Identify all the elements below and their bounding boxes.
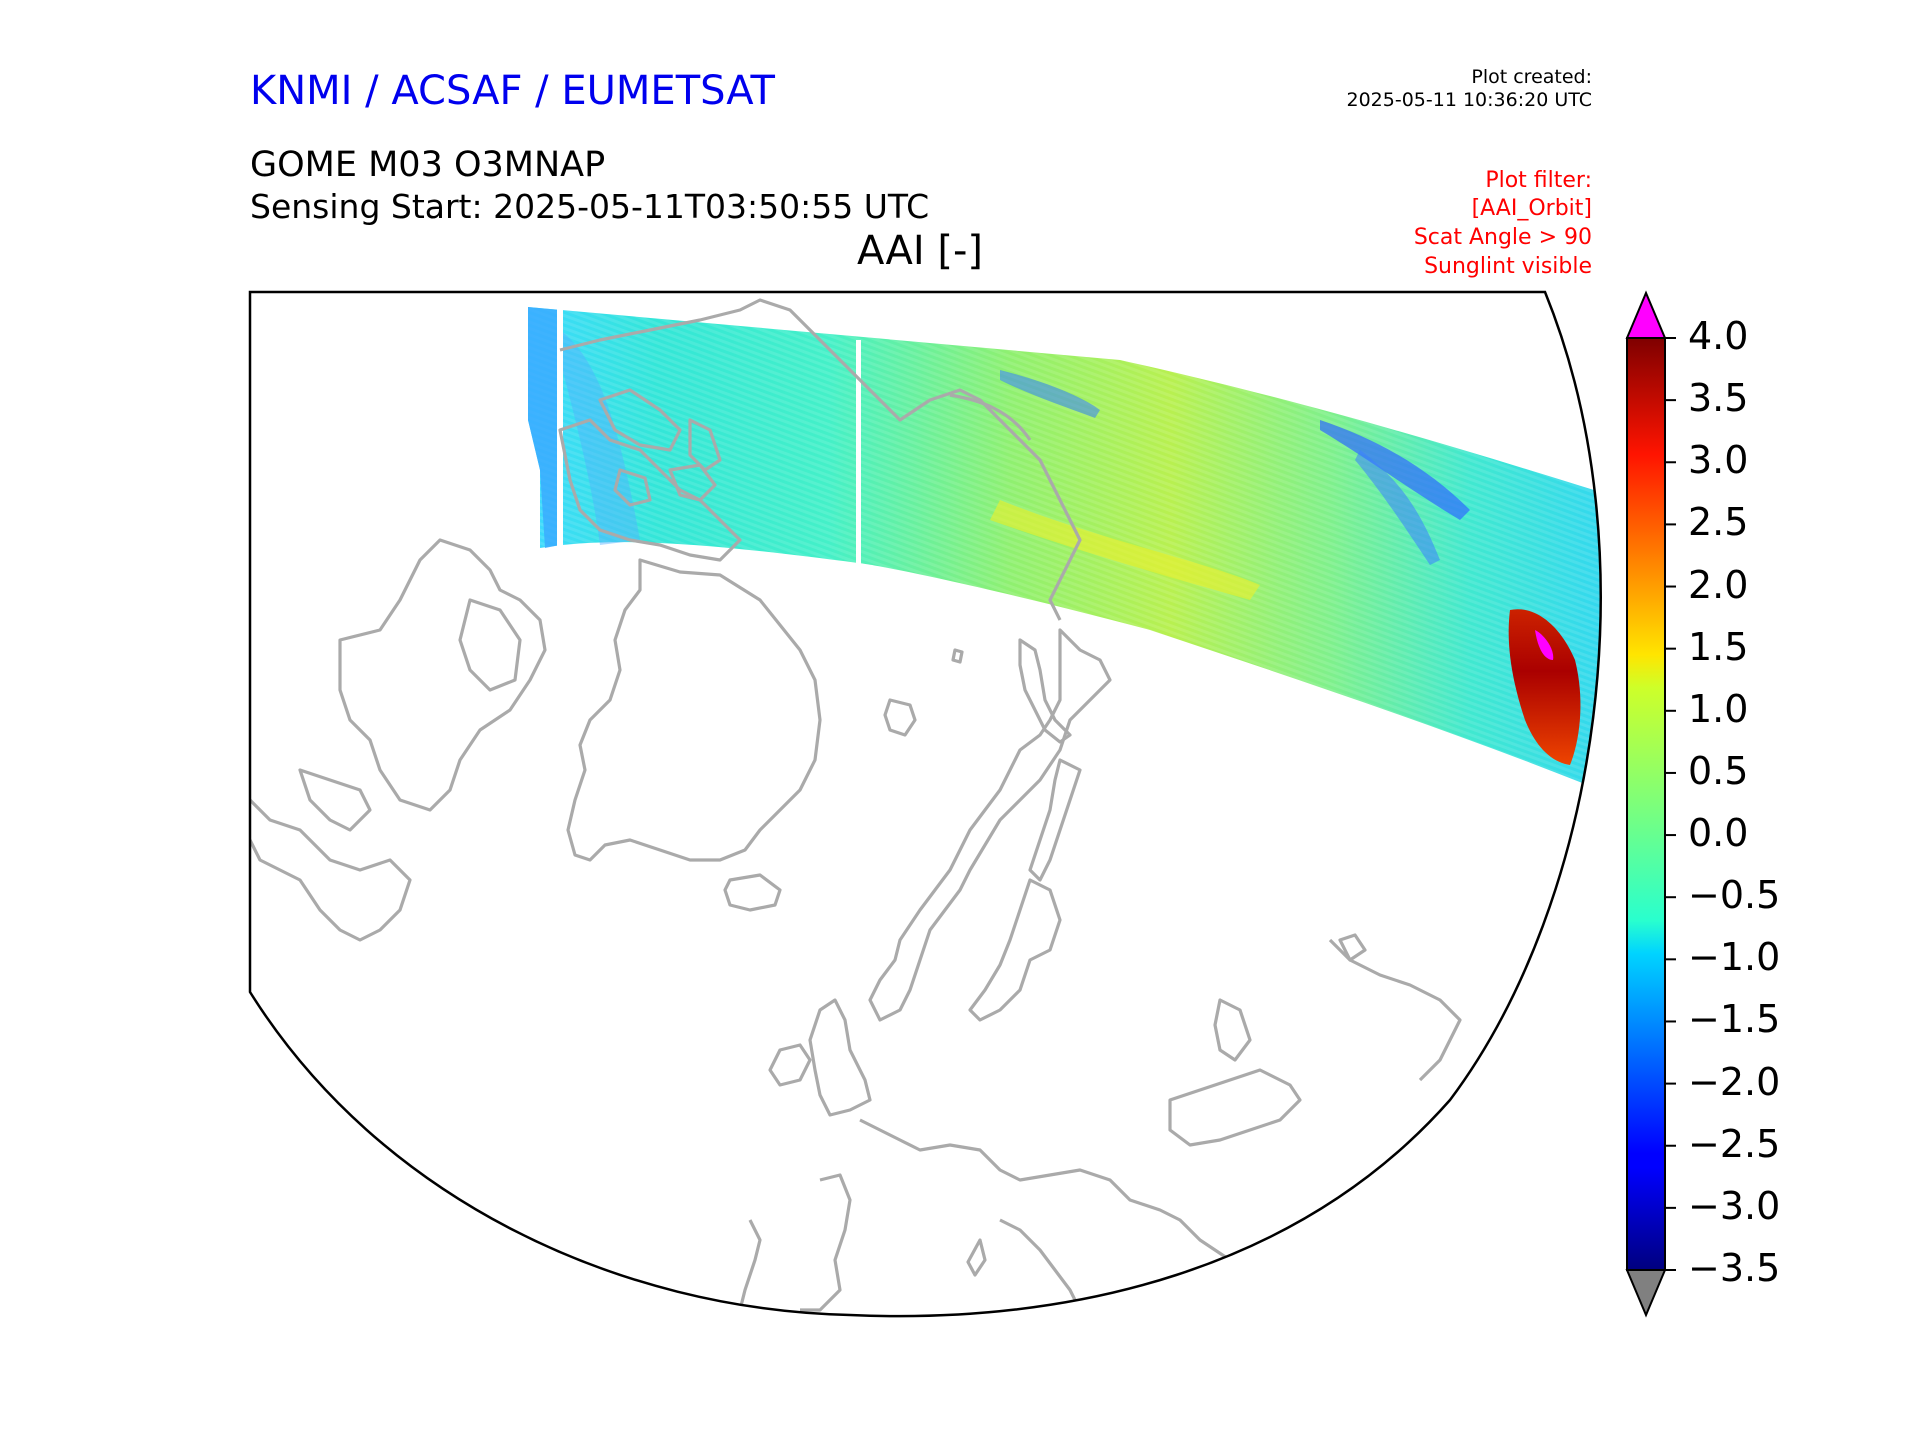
colorbar-tick-label: 1.5 bbox=[1688, 624, 1749, 669]
colorbar-tick-label: −3.0 bbox=[1688, 1183, 1781, 1228]
plot-created-label: Plot created: bbox=[1471, 66, 1592, 88]
colorbar-tick-label: 2.0 bbox=[1688, 562, 1749, 607]
colorbar-tick-label: 1.0 bbox=[1688, 686, 1749, 731]
sensing-start-label: Sensing Start: 2025-05-11T03:50:55 UTC bbox=[250, 187, 930, 226]
colorbar-tick-label: −2.0 bbox=[1688, 1059, 1781, 1104]
swath-gap bbox=[856, 340, 861, 565]
swath-low-values-east bbox=[1320, 420, 1470, 520]
map-border bbox=[248, 290, 1602, 1318]
colorbar-tick-label: 3.5 bbox=[1688, 376, 1749, 421]
colorbar bbox=[1625, 290, 1676, 1318]
swath-low-values-west bbox=[528, 307, 560, 548]
plot-filter-line: Sunglint visible bbox=[1424, 254, 1592, 279]
coastline-caspian bbox=[1213, 998, 1252, 1062]
coastline-scandinavia bbox=[868, 628, 1112, 1022]
coastline-british-isles bbox=[808, 998, 872, 1117]
aerosol-hotspot bbox=[1508, 609, 1581, 765]
colorbar-tick-label: 4.0 bbox=[1688, 314, 1749, 358]
swath-gap bbox=[557, 305, 563, 550]
coastline-canadian-arctic bbox=[338, 538, 547, 812]
product-label: GOME M03 O3MNAP bbox=[250, 145, 606, 185]
colorbar-over-arrow bbox=[1625, 290, 1667, 339]
organization-label: KNMI / ACSAF / EUMETSAT bbox=[250, 68, 775, 114]
colorbar-tick-label: 3.0 bbox=[1688, 438, 1749, 483]
colorbar-tick-label: −1.0 bbox=[1688, 935, 1781, 980]
colorbar-under-arrow bbox=[1625, 1269, 1667, 1318]
coastline-hudson-bay bbox=[250, 798, 412, 942]
colorbar-tick-label: −2.5 bbox=[1688, 1121, 1781, 1166]
colorbar-tick-label: −1.5 bbox=[1688, 997, 1781, 1042]
colorbar-tick-label: −3.5 bbox=[1688, 1246, 1781, 1290]
colorbar-tick-label: 0.0 bbox=[1688, 811, 1749, 856]
plot-created-timestamp: 2025-05-11 10:36:20 UTC bbox=[1346, 89, 1593, 111]
coastline-svalbard bbox=[883, 698, 917, 737]
coastline-europe bbox=[859, 1118, 1302, 1272]
coastline-asia bbox=[1328, 938, 1462, 1082]
coastline-italy bbox=[999, 1218, 1082, 1311]
colorbar-tick-label: −0.5 bbox=[1688, 873, 1781, 918]
coastline-iceland bbox=[723, 873, 782, 912]
plot-filter-line: Scat Angle > 90 bbox=[1413, 225, 1592, 250]
coastline-baffin bbox=[458, 598, 522, 692]
plot-filter-line: [AAI_Orbit] bbox=[1471, 196, 1592, 221]
variable-title: AAI [-] bbox=[857, 228, 983, 274]
colorbar-tick-label: 2.5 bbox=[1688, 500, 1749, 545]
coastline-arctic-islands bbox=[558, 418, 742, 562]
swath-positive-values bbox=[990, 500, 1260, 600]
coastline-black-sea bbox=[1168, 1068, 1302, 1147]
colorbar-tick-label: 0.5 bbox=[1688, 748, 1749, 793]
plot-filter-line: Plot filter: bbox=[1485, 168, 1592, 193]
colorbar-gradient bbox=[1626, 337, 1666, 1271]
coastline-siberia bbox=[559, 298, 1082, 621]
coastline-greenland bbox=[566, 558, 822, 862]
map-area bbox=[250, 298, 1600, 1312]
